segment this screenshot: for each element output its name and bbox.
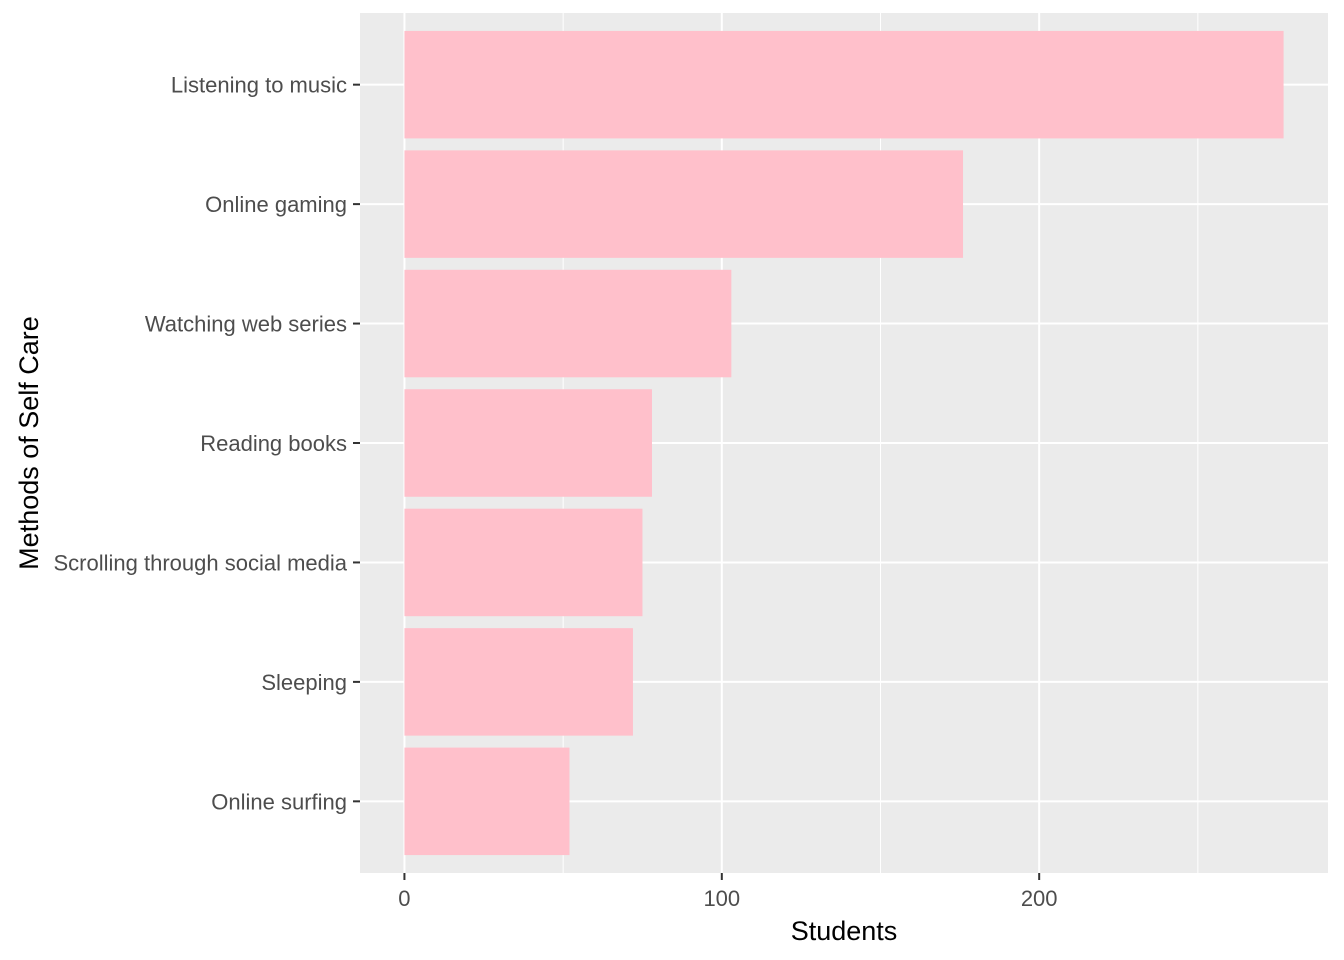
bar	[404, 30, 1284, 139]
x-tick-label: 0	[398, 886, 410, 911]
bar	[404, 628, 633, 736]
y-tick-label: Online surfing	[211, 789, 347, 814]
x-tick-label: 200	[1021, 886, 1058, 911]
y-tick-label: Reading books	[200, 431, 347, 456]
y-axis: Listening to music Online gaming Watching …	[54, 73, 360, 814]
y-axis-title: Methods of Self Care	[14, 316, 44, 570]
x-axis-title: Students	[791, 916, 898, 946]
y-tick-label: Sleeping	[261, 670, 347, 695]
bar	[404, 150, 964, 258]
bar	[404, 508, 643, 617]
bar	[404, 389, 652, 497]
bar	[404, 747, 570, 856]
bar	[404, 269, 732, 378]
x-axis: 0 100 200	[398, 873, 1058, 911]
y-tick-label: Scrolling through social media	[54, 550, 348, 575]
bars	[404, 30, 1284, 856]
y-tick-label: Listening to music	[171, 73, 347, 98]
y-tick-label: Watching web series	[145, 312, 347, 337]
x-tick-label: 100	[703, 886, 740, 911]
y-tick-label: Online gaming	[205, 192, 347, 217]
